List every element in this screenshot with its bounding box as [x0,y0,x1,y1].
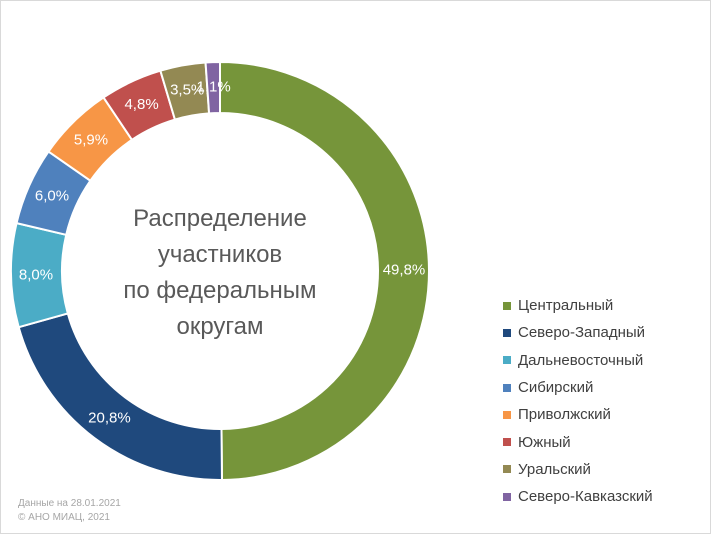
legend-swatch [503,438,511,447]
legend-label: Дальневосточный [518,351,644,369]
chart-title-line-4: округам [176,313,264,340]
legend-item: Дальневосточный [503,347,653,374]
slice-8 [204,60,221,115]
legend-swatch [503,492,511,501]
chart-title-line-2: участников [157,241,283,268]
legend-label: Северо-Западный [518,324,646,342]
footnote-date: Данные на 28.01.2021 [18,498,121,509]
legend-label: Южный [518,433,571,451]
data-label-7: 3,5% [170,81,204,98]
legend-swatch [503,328,511,337]
legend-swatch [503,356,511,365]
legend-swatch [503,383,511,392]
legend-label: Северо-Кавказский [518,488,653,506]
legend: Центральный Северо-Западный Дальневосточ… [503,292,653,510]
legend-label: Центральный [518,297,614,315]
legend-label: Сибирский [518,379,594,397]
slice-1 [219,60,430,482]
legend-label: Уральский [518,460,591,478]
legend-item: Сибирский [503,374,653,401]
legend-item: Южный [503,428,653,455]
legend-item: Северо-Кавказский [503,483,653,510]
data-label-8: 1,1% [197,79,231,96]
legend-label: Приволжский [518,406,611,424]
footnote-copyright: © АНО МИАЦ, 2021 [18,512,110,523]
chart-title: Распределение участников по федеральным … [85,201,355,345]
chart-title-line-3: по федеральным [123,277,317,304]
legend-item: Приволжский [503,401,653,428]
legend-item: Северо-Западный [503,319,653,346]
legend-swatch [503,465,511,474]
data-label-1: 49,8% [383,262,426,279]
data-label-4: 6,0% [35,188,69,205]
legend-item: Уральский [503,456,653,483]
legend-item: Центральный [503,292,653,319]
footnote: Данные на 28.01.2021 © АНО МИАЦ, 2021 [18,497,121,525]
legend-swatch [503,301,511,310]
legend-swatch [503,410,511,419]
data-label-5: 5,9% [74,131,108,148]
data-label-2: 20,8% [88,410,131,427]
data-label-6: 4,8% [124,96,158,113]
chart-title-line-1: Распределение [133,205,307,232]
data-label-3: 8,0% [19,266,53,283]
